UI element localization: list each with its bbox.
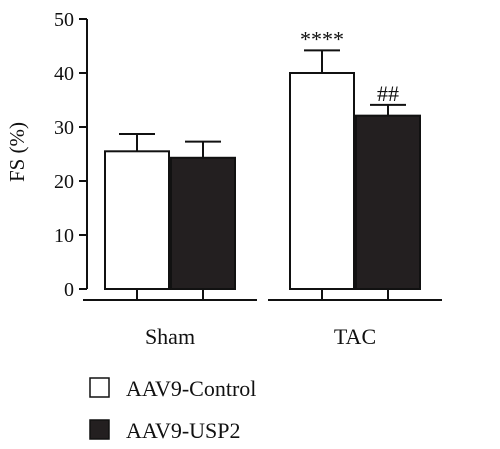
bars: **** ## xyxy=(104,26,421,290)
category-label: TAC xyxy=(334,324,376,349)
legend-swatch xyxy=(89,377,110,398)
legend-swatch xyxy=(89,419,110,440)
y-tick-label: 40 xyxy=(54,63,74,85)
legend-label: AAV9-Control xyxy=(126,376,256,401)
y-tick-label: 50 xyxy=(54,9,74,31)
y-axis: 0 10 20 30 40 50 xyxy=(54,9,88,301)
legend-label: AAV9-USP2 xyxy=(126,418,241,443)
bar xyxy=(104,150,170,290)
group-axis: Sham TAC xyxy=(83,290,442,349)
bar xyxy=(355,114,421,290)
y-tick-label: 0 xyxy=(64,279,74,301)
significance-label: **** xyxy=(300,26,344,51)
bar xyxy=(170,156,236,290)
significance-label: ## xyxy=(377,81,399,106)
bar xyxy=(289,72,355,290)
y-axis-label: FS (%) xyxy=(5,122,29,182)
category-label: Sham xyxy=(145,324,195,349)
y-tick-label: 10 xyxy=(54,225,74,247)
y-tick-label: 20 xyxy=(54,171,74,193)
y-tick-label: 30 xyxy=(54,117,74,139)
legend: AAV9-Control AAV9-USP2 xyxy=(89,376,256,443)
